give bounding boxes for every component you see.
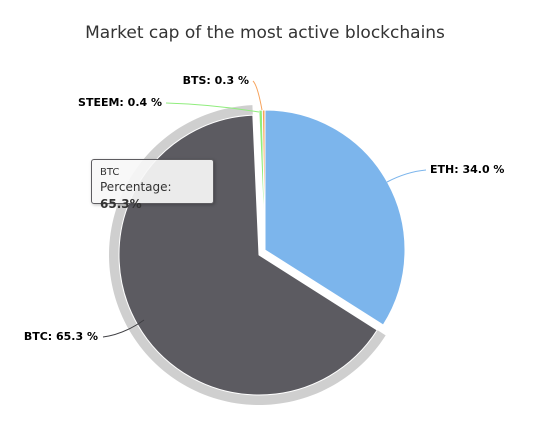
label-connectors bbox=[102, 80, 427, 338]
data-label-bts: BTS: 0.3 % bbox=[183, 74, 249, 87]
data-labels: ETH: 34.0 % BTC: 65.3 % STEEM: 0.4 % BTS: 0… bbox=[24, 74, 505, 343]
tooltip-metric-label: Percentage: bbox=[100, 180, 172, 194]
connector-bts bbox=[252, 80, 263, 111]
connector-eth bbox=[386, 169, 427, 183]
tooltip-value: 65.3% bbox=[100, 197, 142, 211]
tooltip-series-name: BTC bbox=[100, 167, 120, 178]
chart-title: Market cap of the most active blockchain… bbox=[85, 23, 445, 43]
data-label-btc: BTC: 65.3 % bbox=[24, 330, 98, 343]
connector-steem bbox=[165, 102, 260, 113]
slice-bts[interactable] bbox=[261, 109, 266, 251]
data-label-steem: STEEM: 0.4 % bbox=[78, 96, 162, 109]
connector-btc bbox=[102, 319, 145, 338]
slice-eth[interactable] bbox=[264, 109, 406, 326]
tooltip: BTC Percentage: 65.3% bbox=[91, 159, 214, 211]
data-label-eth: ETH: 34.0 % bbox=[430, 163, 504, 176]
tooltip-row: Percentage: 65.3% bbox=[100, 179, 205, 213]
